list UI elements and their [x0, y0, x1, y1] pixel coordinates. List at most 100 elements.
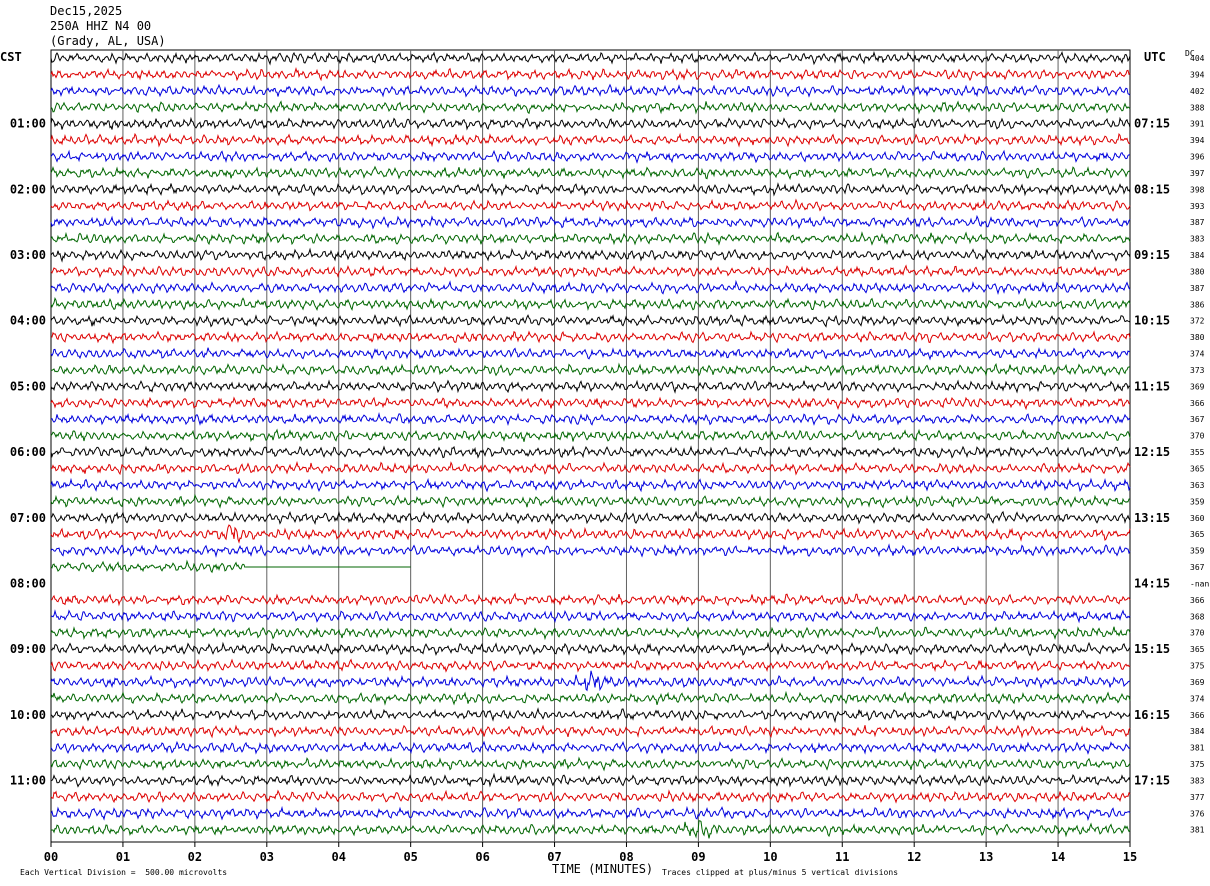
x-tick-label: 06 [475, 850, 489, 864]
trace-line-34 [50, 609, 1131, 624]
x-tick-label: 15 [1123, 850, 1137, 864]
dc-offset-label: 383 [1190, 776, 1205, 785]
left-time-label: 08:00 [10, 576, 46, 590]
right-time-label: 07:15 [1134, 117, 1170, 131]
x-tick-label: 04 [332, 850, 346, 864]
trace-line-38 [50, 670, 1131, 692]
dc-offset-label: 387 [1190, 284, 1205, 293]
header-station: 250A HHZ N4 00 [50, 19, 152, 33]
dc-offset-label: 374 [1190, 350, 1205, 359]
trace-line-37 [50, 658, 1131, 673]
trace-line-14 [50, 279, 1131, 295]
dc-offset-label: 375 [1190, 760, 1205, 769]
dc-offset-label: 374 [1190, 694, 1205, 703]
right-time-label: 16:15 [1134, 708, 1170, 722]
right-time-label: 09:15 [1134, 248, 1170, 262]
x-axis-title: TIME (MINUTES) [552, 862, 654, 876]
dc-offset-label: 383 [1190, 235, 1205, 244]
trace-line-13 [50, 264, 1131, 279]
x-tick-label: 09 [691, 850, 705, 864]
dc-offset-label: 365 [1190, 645, 1205, 654]
trace-line-6 [50, 149, 1131, 164]
header-date: Dec15,2025 [50, 4, 123, 18]
trace-line-46 [50, 805, 1131, 822]
dc-offset-label: 355 [1190, 448, 1205, 457]
x-tick-label: 07 [547, 850, 561, 864]
x-tick-label: 13 [979, 850, 993, 864]
dc-offset-label: 381 [1190, 744, 1205, 753]
trace-line-18 [50, 347, 1131, 361]
right-time-label: 14:15 [1134, 576, 1170, 590]
dc-offset-label: 391 [1190, 120, 1205, 129]
dc-offset-label: 366 [1190, 399, 1205, 408]
left-time-label: 07:00 [10, 511, 46, 525]
trace-line-25 [50, 460, 1131, 476]
right-timezone-label: UTC [1144, 50, 1166, 64]
trace-line-31 [50, 559, 246, 574]
x-tick-label: 03 [260, 850, 274, 864]
trace-line-22 [50, 412, 1131, 426]
dc-offset-label: 402 [1190, 87, 1205, 96]
trace-line-39 [50, 690, 1131, 706]
dc-offset-label: 359 [1190, 547, 1205, 556]
trace-line-27 [50, 493, 1131, 509]
trace-line-8 [50, 182, 1131, 197]
trace-line-16 [50, 313, 1131, 328]
dc-offset-label: 404 [1190, 54, 1205, 63]
right-time-label: 11:15 [1134, 379, 1170, 393]
trace-line-4 [50, 116, 1131, 131]
trace-line-23 [50, 428, 1131, 443]
dc-offset-label: 380 [1190, 267, 1205, 276]
right-time-label: 17:15 [1134, 773, 1170, 787]
trace-line-36 [50, 641, 1131, 657]
x-tick-label: 00 [44, 850, 58, 864]
trace-line-30 [50, 543, 1131, 559]
left-time-label: 09:00 [10, 642, 46, 656]
trace-line-7 [50, 165, 1131, 181]
x-tick-label: 12 [907, 850, 921, 864]
clip-note: Traces clipped at plus/minus 5 vertical … [662, 868, 899, 877]
dc-offset-label: 365 [1190, 530, 1205, 539]
dc-offset-label: 377 [1190, 793, 1205, 802]
seismic-traces [50, 50, 1131, 839]
dc-offset-label: 388 [1190, 103, 1205, 112]
trace-line-42 [50, 740, 1131, 755]
dc-offset-label: 368 [1190, 612, 1205, 621]
left-time-label: 11:00 [10, 773, 46, 787]
left-time-label: 10:00 [10, 708, 46, 722]
dc-offset-label: 396 [1190, 153, 1205, 162]
trace-line-19 [50, 362, 1131, 377]
dc-offset-label: 394 [1190, 136, 1205, 145]
trace-line-44 [50, 772, 1131, 788]
x-tick-label: 10 [763, 850, 777, 864]
x-tick-label: 14 [1051, 850, 1065, 864]
trace-line-24 [50, 445, 1131, 459]
trace-line-15 [50, 296, 1131, 312]
header-location: (Grady, AL, USA) [50, 34, 166, 48]
dc-offset-label: 387 [1190, 218, 1205, 227]
trace-line-33 [50, 592, 1131, 607]
trace-line-40 [50, 707, 1131, 724]
trace-line-9 [50, 198, 1131, 212]
scale-note: Each Vertical Division = 500.00 microvol… [20, 868, 228, 877]
right-time-label: 08:15 [1134, 182, 1170, 196]
trace-line-29 [50, 524, 1131, 544]
dc-offset-label: 386 [1190, 300, 1205, 309]
dc-offset-label: 360 [1190, 514, 1205, 523]
trace-line-26 [50, 477, 1131, 493]
right-time-label: 13:15 [1134, 511, 1170, 525]
left-time-label: 02:00 [10, 182, 46, 196]
dc-offset-label: 367 [1190, 563, 1205, 572]
dc-column-label: DC [1185, 49, 1195, 58]
right-time-label: 10:15 [1134, 314, 1170, 328]
dc-offset-label: 398 [1190, 185, 1205, 194]
dc-offset-label: 393 [1190, 202, 1205, 211]
right-time-label: 15:15 [1134, 642, 1170, 656]
dc-offset-label: 394 [1190, 70, 1205, 79]
trace-line-5 [50, 132, 1131, 148]
left-time-label: 06:00 [10, 445, 46, 459]
x-tick-label: 02 [188, 850, 202, 864]
left-timezone-label: CST [0, 50, 22, 64]
x-tick-label: 08 [619, 850, 633, 864]
